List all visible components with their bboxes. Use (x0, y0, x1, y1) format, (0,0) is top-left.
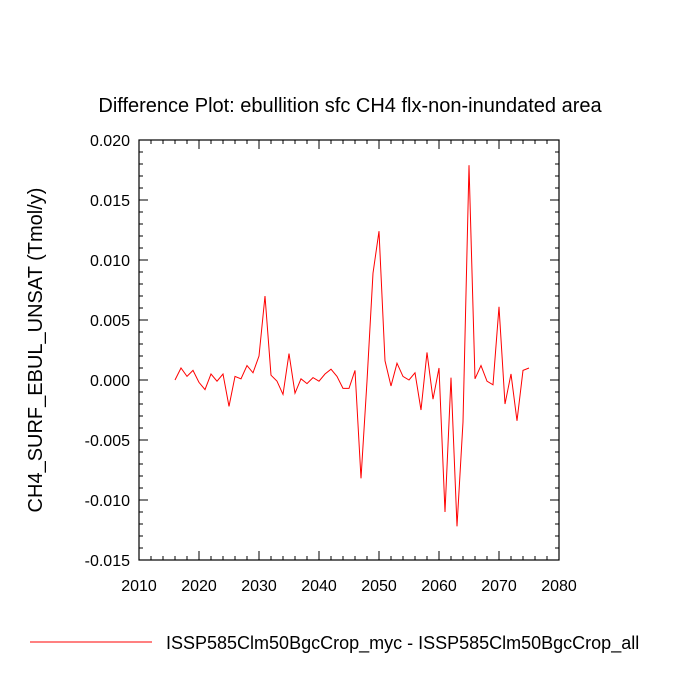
data-points (174, 164, 531, 528)
x-tick-label: 2020 (181, 578, 217, 595)
y-tick-label: -0.010 (85, 493, 130, 510)
plot-frame (138, 139, 560, 561)
y-tick-label: 0.015 (90, 193, 130, 210)
x-tick-label: 2030 (241, 578, 277, 595)
y-tick-label: 0.010 (90, 253, 130, 270)
y-tick-label: 0.000 (90, 373, 130, 390)
y-axis-label: CH4_SURF_EBUL_UNSAT (Tmol/y) (25, 188, 47, 513)
y-tick-label: 0.005 (90, 313, 130, 330)
legend-label: ISSP585Clm50BgcCrop_myc - ISSP585Clm50Bg… (166, 633, 639, 654)
y-tick-label: -0.015 (85, 553, 130, 570)
series-line (174, 165, 530, 527)
x-tick-label: 2080 (541, 578, 577, 595)
x-tick-label: 2050 (361, 578, 397, 595)
axis-tick-labels: 2010 2020 2030 2040 2050 2060 2070 2080 -0.015 -0… (85, 133, 577, 595)
x-tick-label: 2040 (301, 578, 337, 595)
axis-ticks (138, 139, 560, 561)
chart-title: Difference Plot: ebullition sfc CH4 flx-… (98, 95, 602, 117)
x-tick-label: 2010 (121, 578, 157, 595)
y-tick-label: -0.005 (85, 433, 130, 450)
x-tick-label: 2070 (481, 578, 517, 595)
x-tick-label: 2060 (421, 578, 457, 595)
y-tick-label: 0.020 (90, 133, 130, 150)
